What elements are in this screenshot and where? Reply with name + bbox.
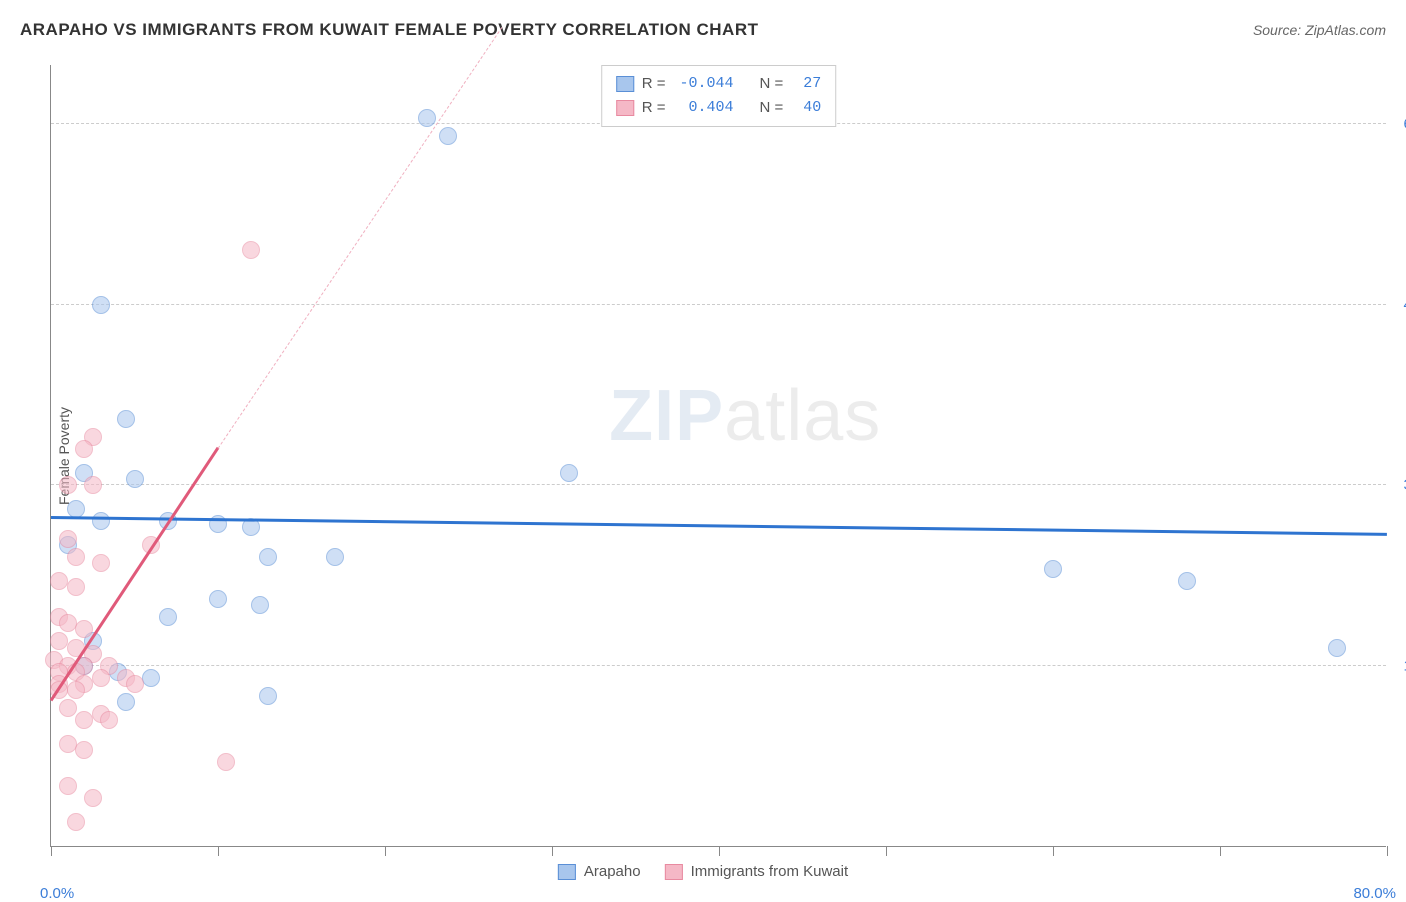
x-axis-end-label: 80.0%: [1353, 885, 1396, 902]
x-tick: [886, 846, 887, 856]
data-point: [59, 735, 77, 753]
data-point: [59, 476, 77, 494]
data-point: [84, 789, 102, 807]
x-tick: [385, 846, 386, 856]
data-point: [67, 578, 85, 596]
data-point: [259, 548, 277, 566]
x-tick: [1220, 846, 1221, 856]
legend-swatch: [616, 100, 634, 116]
data-point: [560, 464, 578, 482]
data-point: [251, 596, 269, 614]
data-point: [67, 548, 85, 566]
regression-line: [218, 27, 503, 449]
n-value: 27: [791, 72, 821, 96]
r-value: -0.044: [674, 72, 734, 96]
legend-swatch: [616, 76, 634, 92]
x-tick: [719, 846, 720, 856]
data-point: [67, 813, 85, 831]
data-point: [126, 675, 144, 693]
chart-title: ARAPAHO VS IMMIGRANTS FROM KUWAIT FEMALE…: [20, 20, 759, 40]
data-point: [50, 632, 68, 650]
data-point: [1178, 572, 1196, 590]
data-point: [59, 777, 77, 795]
data-point: [209, 590, 227, 608]
n-label: N =: [760, 96, 784, 120]
x-tick: [1387, 846, 1388, 856]
data-point: [1044, 560, 1062, 578]
x-tick: [1053, 846, 1054, 856]
data-point: [59, 530, 77, 548]
data-point: [117, 693, 135, 711]
gridline: [51, 665, 1386, 666]
x-tick: [552, 846, 553, 856]
r-label: R =: [642, 96, 666, 120]
x-tick: [218, 846, 219, 856]
data-point: [84, 476, 102, 494]
x-tick: [51, 846, 52, 856]
legend-item: Arapaho: [558, 863, 641, 880]
legend-label: Arapaho: [584, 863, 641, 880]
data-point: [259, 687, 277, 705]
data-point: [418, 109, 436, 127]
gridline: [51, 304, 1386, 305]
data-point: [126, 470, 144, 488]
data-point: [67, 681, 85, 699]
data-point: [159, 608, 177, 626]
legend-label: Immigrants from Kuwait: [691, 863, 849, 880]
legend-item: Immigrants from Kuwait: [665, 863, 849, 880]
data-point: [75, 440, 93, 458]
data-point: [59, 699, 77, 717]
data-point: [100, 711, 118, 729]
data-point: [217, 753, 235, 771]
stats-row: R = 0.404 N = 40: [616, 96, 822, 120]
chart-area: Female Poverty ZIPatlas R =-0.044N =27R …: [50, 65, 1386, 847]
watermark: ZIPatlas: [609, 375, 881, 457]
r-value: 0.404: [674, 96, 734, 120]
data-point: [50, 572, 68, 590]
legend-swatch: [665, 864, 683, 880]
data-point: [439, 127, 457, 145]
data-point: [92, 554, 110, 572]
data-point: [92, 512, 110, 530]
data-point: [92, 296, 110, 314]
data-point: [75, 711, 93, 729]
data-point: [92, 669, 110, 687]
data-point: [326, 548, 344, 566]
stats-row: R = -0.044 N = 27: [616, 72, 822, 96]
source-label: Source: ZipAtlas.com: [1253, 22, 1386, 38]
watermark-bold: ZIP: [609, 376, 724, 456]
gridline: [51, 484, 1386, 485]
scatter-plot: ZIPatlas R =-0.044N =27R =0.404N =40 15.…: [50, 65, 1386, 847]
data-point: [242, 241, 260, 259]
stats-legend: R = -0.044 N = 27 R = 0.404 N = 40: [601, 65, 837, 127]
x-axis-start-label: 0.0%: [40, 885, 74, 902]
data-point: [117, 410, 135, 428]
n-value: 40: [791, 96, 821, 120]
data-point: [59, 614, 77, 632]
watermark-thin: atlas: [724, 376, 881, 456]
r-label: R =: [642, 72, 666, 96]
series-legend: Arapaho Immigrants from Kuwait: [558, 863, 848, 880]
n-label: N =: [760, 72, 784, 96]
data-point: [142, 669, 160, 687]
legend-swatch: [558, 864, 576, 880]
data-point: [1328, 639, 1346, 657]
data-point: [75, 741, 93, 759]
